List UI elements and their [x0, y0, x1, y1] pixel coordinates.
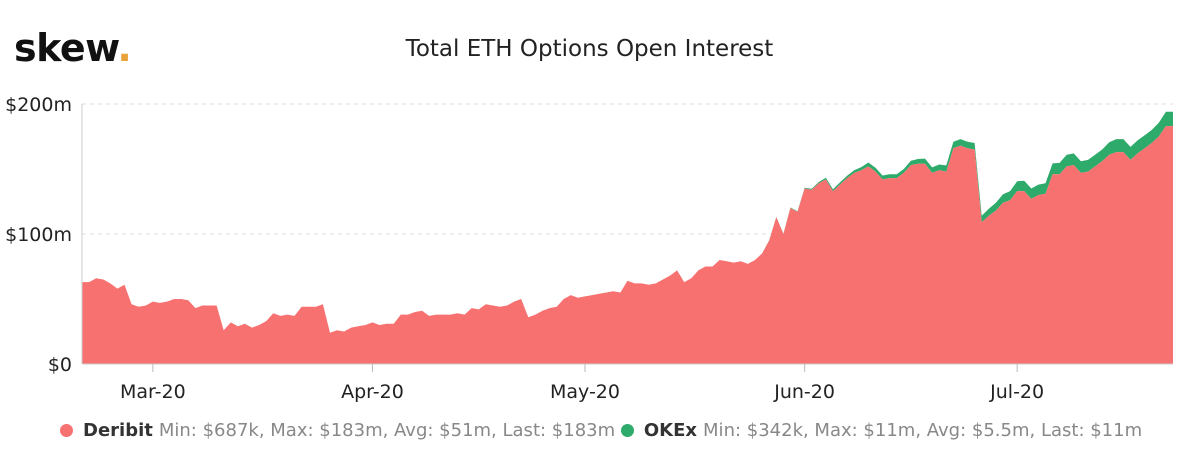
legend-stats: Min: $342k, Max: $11m, Avg: $5.5m, Last:… [703, 420, 1143, 441]
legend-dot-deribit [60, 424, 73, 437]
x-tick-label: Jul-20 [989, 381, 1044, 403]
skew-logo: skew. [14, 26, 132, 70]
gridlines [82, 103, 1173, 235]
x-tick-label: May-20 [550, 381, 620, 403]
legend-dot-okex [620, 424, 634, 437]
legend-stats: Min: $687k, Max: $183m, Avg: $51m, Last:… [158, 420, 616, 441]
legend-item-okex[interactable]: OKEx Min: $342k, Max: $11m, Avg: $5.5m, … [620, 420, 1143, 441]
chart-title: Total ETH Options Open Interest [405, 36, 774, 62]
axes: $0 $100m $200m Mar-20 Apr-20 May-20 Jun-20 Jul-… [5, 94, 1173, 403]
legend-name: Deribit [83, 420, 153, 441]
series-area-deribit [82, 126, 1173, 364]
y-tick-label: $0 [48, 354, 72, 376]
x-tick-label: Jun-20 [773, 381, 835, 403]
x-tick-label: Apr-20 [341, 381, 404, 403]
legend-name: OKEx [643, 420, 698, 441]
x-tick-label: Mar-20 [120, 381, 186, 403]
legend: Deribit Min: $687k, Max: $183m, Avg: $51… [60, 420, 1142, 442]
chart-area: $0 $100m $200m Mar-20 Apr-20 May-20 Jun-20 Jul-… [5, 94, 1173, 403]
logo-text: skew [14, 26, 118, 70]
y-tick-label: $200m [5, 94, 72, 116]
y-tick-label: $100m [5, 224, 72, 246]
legend-item-deribit[interactable]: Deribit Min: $687k, Max: $183m, Avg: $51… [60, 420, 615, 441]
series-areas [82, 111, 1173, 364]
logo-dot: . [117, 26, 132, 70]
